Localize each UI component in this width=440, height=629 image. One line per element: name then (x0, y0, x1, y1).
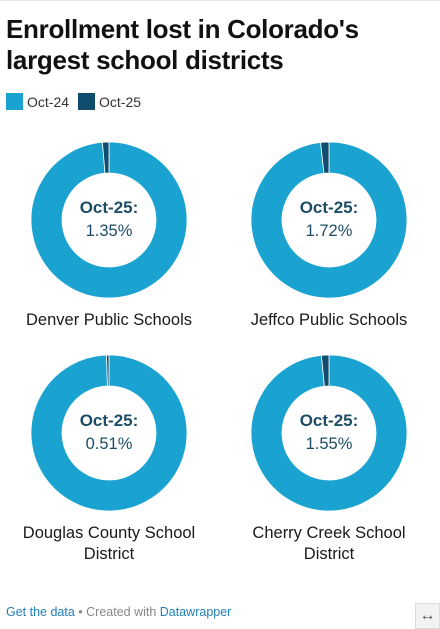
legend-label-oct-25: Oct-25 (99, 93, 142, 110)
donut-slice-oct-24 (250, 354, 408, 512)
donut-center-value: 1.55% (305, 435, 353, 453)
donut-slice-oct-25 (101, 141, 110, 174)
expand-icon[interactable]: ↔ (415, 603, 440, 629)
donut-center-value: 0.51% (85, 435, 133, 453)
donut-slice-oct-25 (106, 354, 110, 387)
donut-title: Jeffco Public Schools (250, 311, 408, 329)
get-the-data-link[interactable]: Get the data (6, 605, 75, 619)
legend-item-oct-24: Oct-24 (6, 93, 69, 110)
footer: Get the data • Created with Datawrapper (6, 605, 231, 619)
top-rule (0, 0, 440, 1)
legend: Oct-24 Oct-25 (6, 93, 150, 110)
chart-title: Enrollment lost in Colorado's largest sc… (6, 14, 359, 75)
donut-center-value: 1.72% (305, 222, 353, 240)
donut-center-label: Oct-25: (79, 411, 139, 430)
donut-center-value: 1.35% (85, 222, 133, 240)
donut-slice-oct-24 (30, 141, 188, 299)
donut-title: Cherry Creek School District (252, 524, 406, 563)
legend-item-oct-25: Oct-25 (78, 93, 141, 110)
legend-label-oct-24: Oct-24 (27, 93, 70, 110)
donut-center-label: Oct-25: (299, 411, 359, 430)
donut-charts: Oct-25: 1.35% Denver Public Schools Oct-25:… (22, 141, 408, 563)
donut-title: Denver Public Schools (26, 311, 192, 329)
donut-slice-oct-25 (320, 141, 330, 174)
donut-slice-oct-24 (30, 354, 188, 512)
donut-title: Douglas County School District (22, 524, 196, 563)
donut-slice-oct-24 (250, 141, 408, 299)
datawrapper-link[interactable]: Datawrapper (159, 605, 232, 619)
legend-swatch-oct-24 (6, 93, 23, 110)
footer-separator: • Created with (74, 605, 160, 619)
donut-slice-oct-25 (320, 354, 330, 387)
donut-center-label: Oct-25: (299, 198, 359, 217)
donut-center-label: Oct-25: (79, 198, 139, 217)
donut-svg (30, 141, 408, 512)
legend-swatch-oct-25 (78, 93, 96, 110)
